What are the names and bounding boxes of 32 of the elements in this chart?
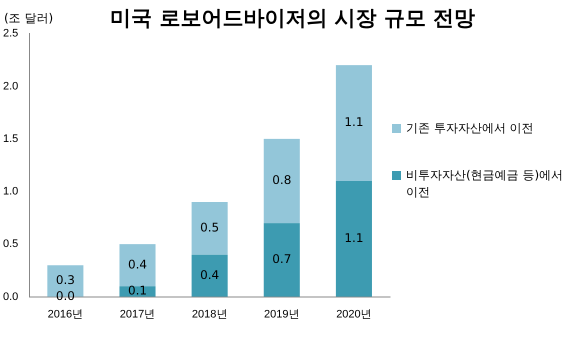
bar [336,65,372,181]
y-tick-label: 0.0 [2,290,18,303]
data-label: 0.4 [128,257,148,272]
data-label: 1.1 [344,115,364,130]
x-tick-label: 2018년 [192,308,228,320]
legend-label: 비투자자산(현금예금 등)에서 이전 [406,167,564,201]
bar [119,244,156,286]
x-tick-label: 2017년 [120,308,156,320]
y-axis-title: (조 달러) [4,10,54,27]
y-tick-label: 1.5 [2,132,18,145]
chart-title: 미국 로보어드바이저의 시장 규모 전망 [110,5,476,32]
y-tick-label: 2.0 [2,80,18,92]
bar [264,223,300,297]
data-label: 1.1 [344,231,364,246]
data-label: 0.5 [200,220,220,234]
data-label: 0.7 [272,252,292,266]
legend-label: 기존 투자자산에서 이전 [406,120,534,137]
x-tick-label: 2016년 [48,308,84,320]
x-tick-label: 2020년 [336,308,372,320]
bar [192,254,228,297]
y-tick-label: 0.5 [2,238,18,250]
bar [264,138,300,224]
y-tick-label: 1.0 [2,186,18,198]
data-label: 0.0 [56,288,75,303]
data-label: 0.3 [56,273,75,288]
data-label: 0.4 [200,268,220,282]
x-tick-label: 2019년 [264,308,300,320]
data-label: 0.1 [128,284,148,298]
data-label: 0.8 [272,173,292,188]
y-tick-label: 2.5 [2,28,18,40]
bar [336,180,372,297]
bar [192,202,228,255]
